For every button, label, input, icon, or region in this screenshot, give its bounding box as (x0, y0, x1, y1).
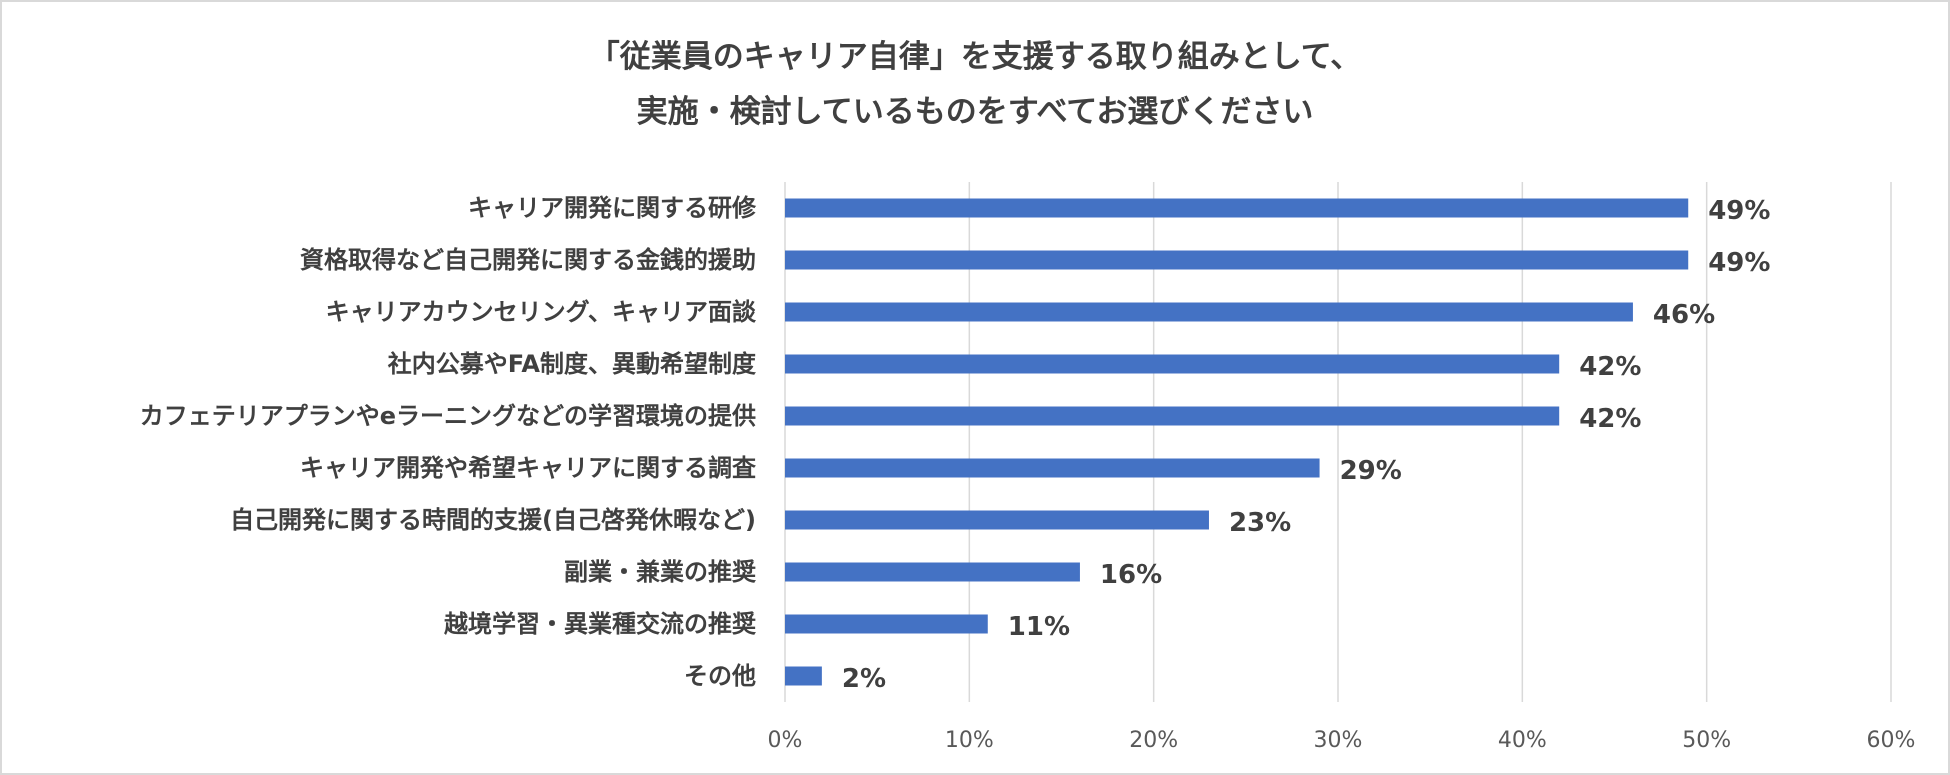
bar (785, 354, 1560, 374)
bar (785, 198, 1689, 218)
data-label: 42% (1579, 352, 1641, 382)
data-label: 16% (1100, 560, 1162, 590)
bar (785, 250, 1689, 270)
data-label: 2% (842, 664, 886, 694)
x-tick-label: 20% (1129, 728, 1178, 753)
category-label: その他 (684, 662, 756, 690)
bar (785, 562, 1080, 582)
category-label: 越境学習・異業種交流の推奨 (444, 610, 757, 638)
data-label: 23% (1229, 508, 1291, 538)
bar (785, 458, 1320, 478)
bar (785, 406, 1560, 426)
category-label: 自己開発に関する時間的支援(自己啓発休暇など) (230, 506, 756, 534)
bar (785, 666, 822, 686)
category-label: 社内公募やFA制度、異動希望制度 (388, 350, 757, 378)
data-label: 46% (1653, 300, 1715, 330)
data-label: 42% (1579, 404, 1641, 434)
data-label: 29% (1340, 456, 1402, 486)
chart-title: 「従業員のキャリア自律」を支援する取り組みとして、 実施・検討しているものをすべ… (2, 30, 1948, 140)
x-tick-label: 40% (1498, 728, 1547, 753)
chart-title-line-2: 実施・検討しているものをすべてお選びください (636, 94, 1314, 130)
bar (785, 302, 1633, 322)
x-tick-label: 60% (1867, 728, 1916, 753)
category-label: 資格取得など自己開発に関する金銭的援助 (300, 246, 756, 274)
chart-title-line-1: 「従業員のキャリア自律」を支援する取り組みとして、 (588, 39, 1362, 75)
category-label: 副業・兼業の推奨 (564, 558, 757, 586)
data-label: 49% (1708, 248, 1770, 278)
data-label: 11% (1008, 612, 1070, 642)
category-label: キャリア開発に関する研修 (468, 194, 757, 222)
category-label: キャリア開発や希望キャリアに関する調査 (300, 454, 756, 482)
category-label: カフェテリアプランやeラーニングなどの学習環境の提供 (140, 402, 756, 430)
x-tick-label: 0% (768, 728, 803, 753)
bar (785, 614, 988, 634)
category-label: キャリアカウンセリング、キャリア面談 (326, 298, 757, 326)
data-label: 49% (1708, 196, 1770, 226)
x-tick-label: 10% (945, 728, 994, 753)
x-tick-label: 50% (1682, 728, 1731, 753)
x-tick-label: 30% (1314, 728, 1363, 753)
bar (785, 510, 1209, 530)
